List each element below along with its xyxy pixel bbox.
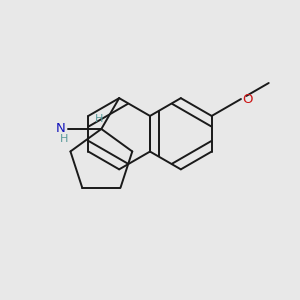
Text: H: H — [60, 134, 69, 144]
Text: N: N — [56, 122, 66, 136]
Text: O: O — [242, 92, 253, 106]
Text: H: H — [95, 114, 103, 124]
